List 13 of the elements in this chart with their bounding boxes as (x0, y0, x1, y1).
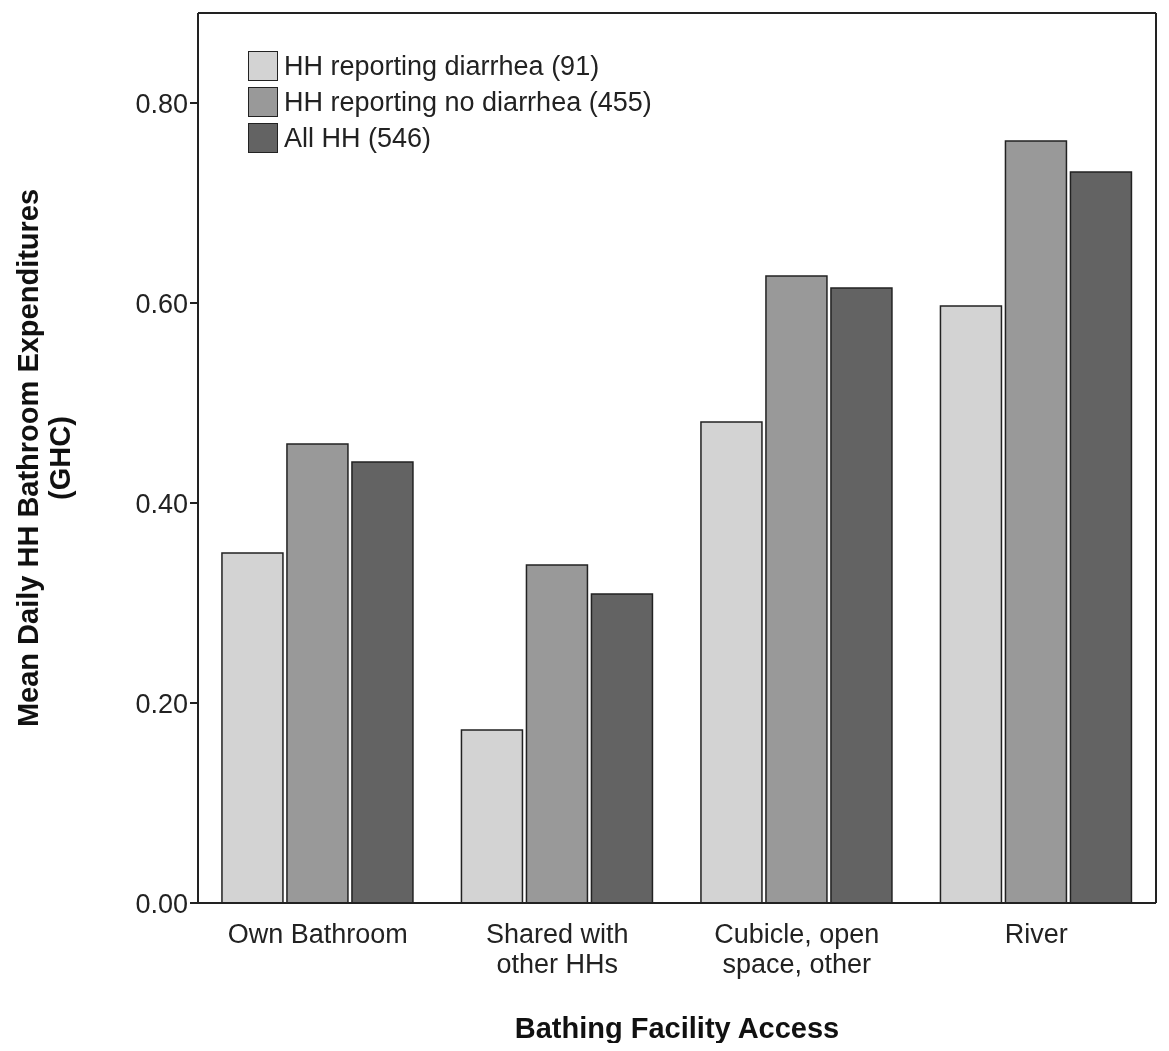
x-tick-label: Own Bathroom (227, 919, 408, 949)
y-tick-label: 0.80 (135, 88, 188, 119)
y-tick-label: 0.20 (135, 688, 188, 719)
x-tick-label: Cubicle, open space, other (714, 919, 880, 979)
y-axis-title: Mean Daily HH Bathroom Expenditures (GHC) (12, 188, 76, 728)
x-tick-label: River (1004, 919, 1068, 949)
y-tick-label: 0.60 (135, 288, 188, 319)
y-tick-label: 0.40 (135, 488, 188, 519)
legend-label: HH reporting diarrhea (91) (284, 50, 600, 83)
legend-label: HH reporting no diarrhea (455) (284, 86, 652, 119)
legend-label: All HH (546) (284, 122, 432, 155)
y-tick-label: 0.00 (135, 888, 188, 919)
x-tick-label: Shared with other HHs (485, 919, 629, 979)
